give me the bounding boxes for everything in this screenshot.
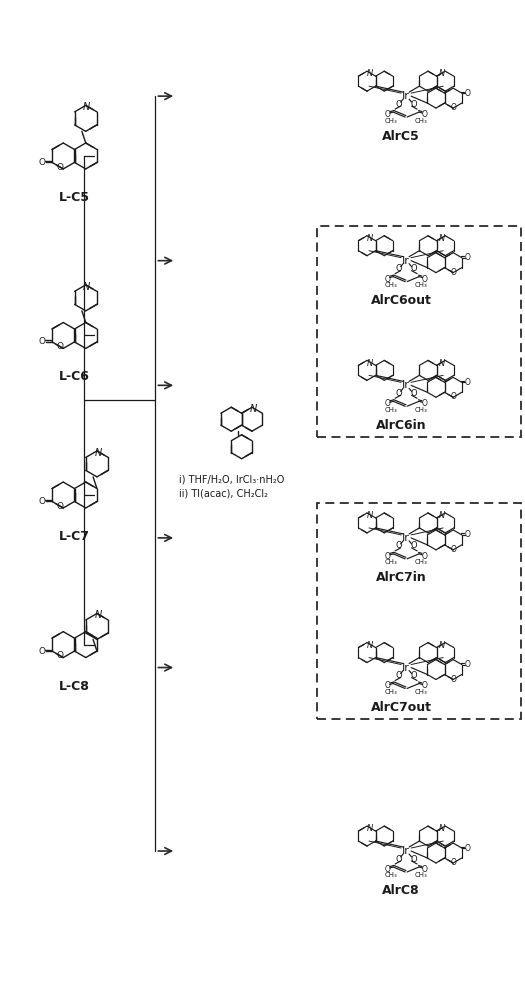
Text: O: O	[395, 264, 402, 273]
Text: CH₃: CH₃	[385, 118, 397, 124]
Text: O: O	[422, 865, 428, 874]
Text: CH₃: CH₃	[415, 118, 427, 124]
Text: Ir: Ir	[402, 380, 410, 390]
Text: O: O	[465, 844, 471, 853]
Text: N: N	[439, 359, 445, 368]
Text: L-C6: L-C6	[59, 370, 90, 383]
Text: CH₃: CH₃	[385, 407, 397, 413]
Text: N: N	[367, 641, 373, 650]
Text: CH₃: CH₃	[415, 559, 427, 565]
Text: N: N	[94, 448, 101, 458]
Text: CH₃: CH₃	[415, 872, 427, 878]
Text: AlrC6in: AlrC6in	[376, 419, 426, 432]
Text: CH₃: CH₃	[415, 407, 427, 413]
Text: N: N	[367, 824, 373, 833]
Text: O: O	[422, 552, 428, 561]
Text: O: O	[410, 264, 417, 273]
Text: O: O	[57, 342, 64, 351]
Text: N: N	[83, 282, 90, 292]
Text: O: O	[395, 541, 402, 550]
Text: AlrC5: AlrC5	[382, 130, 420, 143]
Text: O: O	[384, 552, 390, 561]
Text: O: O	[410, 854, 417, 863]
Text: CH₃: CH₃	[385, 872, 397, 878]
Text: AlrC8: AlrC8	[382, 884, 420, 897]
Bar	[317, 226, 521, 437]
Text: O: O	[465, 660, 471, 669]
Text: N: N	[367, 511, 373, 520]
Text: O: O	[38, 497, 45, 506]
Text: O: O	[450, 392, 456, 401]
Text: O: O	[410, 541, 417, 550]
Text: L-C8: L-C8	[59, 680, 90, 693]
Text: O: O	[57, 502, 64, 511]
Text: O: O	[395, 389, 402, 398]
Text: O: O	[38, 337, 45, 346]
Text: Ir: Ir	[402, 91, 410, 101]
Text: O: O	[384, 275, 390, 284]
Text: ii) Tl(acac), CH₂Cl₂: ii) Tl(acac), CH₂Cl₂	[179, 488, 268, 498]
Text: L-C5: L-C5	[59, 191, 90, 204]
Text: CH₃: CH₃	[385, 282, 397, 288]
Text: O: O	[450, 268, 456, 277]
Text: O: O	[422, 275, 428, 284]
Text: O: O	[422, 399, 428, 408]
Text: Ir: Ir	[402, 533, 410, 543]
Bar	[317, 503, 521, 719]
Text: O: O	[465, 378, 471, 387]
Text: CH₃: CH₃	[415, 689, 427, 695]
Text: N: N	[439, 234, 445, 243]
Text: O: O	[465, 89, 471, 98]
Text: O: O	[395, 854, 402, 863]
Text: O: O	[395, 100, 402, 109]
Text: O: O	[450, 545, 456, 554]
Text: Ir: Ir	[402, 256, 410, 266]
Text: O: O	[410, 671, 417, 680]
Text: Ir: Ir	[402, 846, 410, 856]
Text: CH₃: CH₃	[385, 689, 397, 695]
Text: CH₃: CH₃	[415, 282, 427, 288]
Text: O: O	[450, 103, 456, 112]
Text: O: O	[384, 681, 390, 690]
Text: N: N	[249, 404, 257, 414]
Text: AlrC6out: AlrC6out	[371, 294, 432, 307]
Text: O: O	[422, 110, 428, 119]
Text: O: O	[410, 389, 417, 398]
Text: O: O	[450, 675, 456, 684]
Text: O: O	[38, 158, 45, 167]
Text: O: O	[395, 671, 402, 680]
Text: O: O	[38, 647, 45, 656]
Text: i) THF/H₂O, IrCl₃·nH₂O: i) THF/H₂O, IrCl₃·nH₂O	[179, 474, 285, 484]
Text: O: O	[57, 163, 64, 172]
Text: O: O	[384, 399, 390, 408]
Text: N: N	[367, 69, 373, 78]
Text: N: N	[367, 359, 373, 368]
Text: N: N	[439, 824, 445, 833]
Text: AlrC7out: AlrC7out	[371, 701, 432, 714]
Text: CH₃: CH₃	[385, 559, 397, 565]
Text: N: N	[439, 511, 445, 520]
Text: O: O	[57, 651, 64, 660]
Text: N: N	[94, 610, 101, 620]
Text: O: O	[465, 530, 471, 539]
Text: O: O	[384, 110, 390, 119]
Text: N: N	[439, 69, 445, 78]
Text: O: O	[465, 253, 471, 262]
Text: O: O	[410, 100, 417, 109]
Text: N: N	[367, 234, 373, 243]
Text: L-C7: L-C7	[59, 530, 90, 543]
Text: O: O	[450, 858, 456, 867]
Text: Ir: Ir	[402, 663, 410, 673]
Text: O: O	[422, 681, 428, 690]
Text: N: N	[439, 641, 445, 650]
Text: N: N	[83, 102, 90, 112]
Text: AlrC7in: AlrC7in	[376, 571, 426, 584]
Text: O: O	[384, 865, 390, 874]
